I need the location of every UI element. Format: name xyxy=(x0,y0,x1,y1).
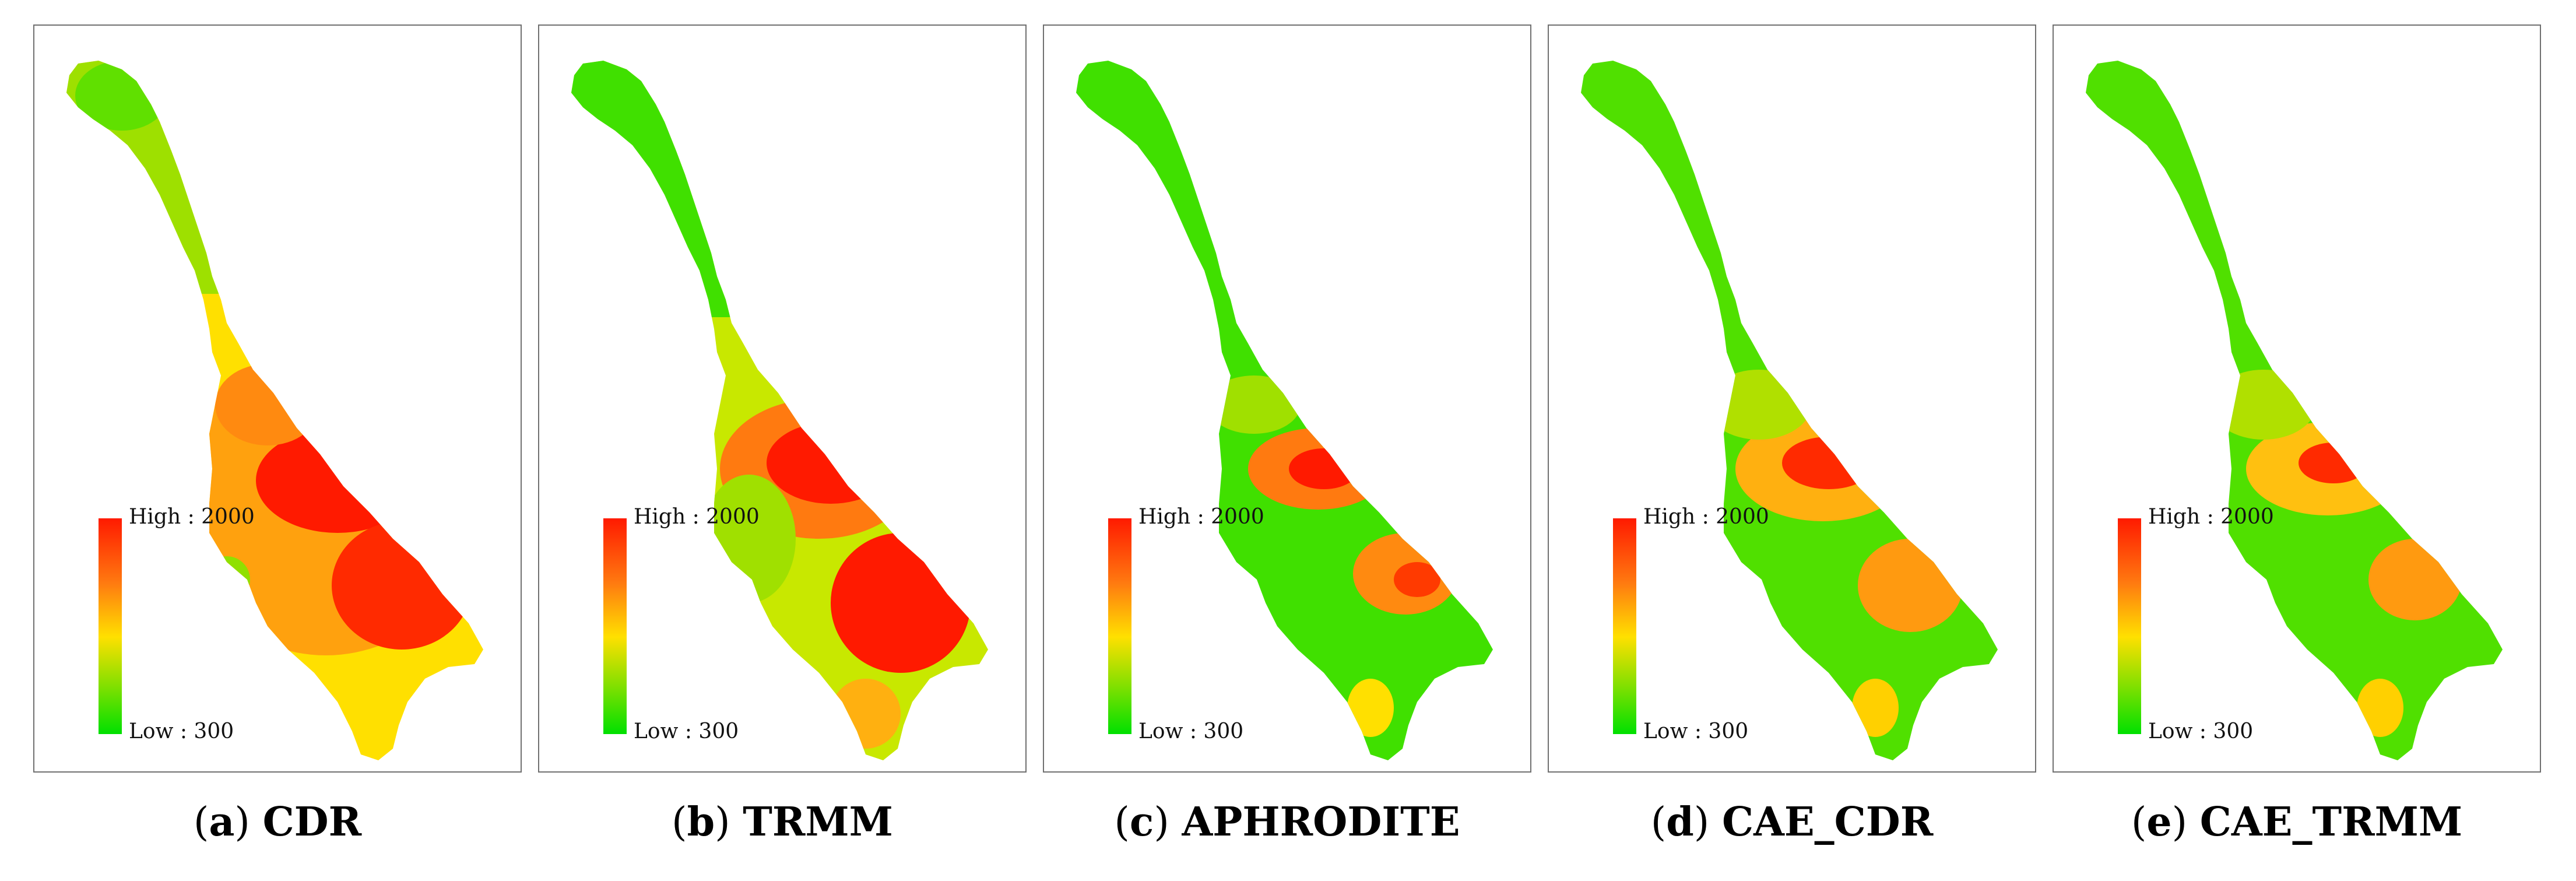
legend-color-bar xyxy=(603,518,627,734)
caption-e: (e) CAE_TRMM xyxy=(2131,799,2463,845)
legend-low-label: Low : 300 xyxy=(129,719,234,743)
caption-letter: e xyxy=(2146,799,2172,845)
legend-low-label: Low : 300 xyxy=(634,719,739,743)
map-panel-a: High : 2000 Low : 300 xyxy=(33,24,522,773)
map-panel-c: High : 2000 Low : 300 xyxy=(1043,24,1531,773)
caption-name: APHRODITE xyxy=(1182,799,1460,845)
legend-color-bar xyxy=(99,518,122,734)
caption-name: TRMM xyxy=(743,799,893,845)
legend-color-bar xyxy=(1108,518,1131,734)
caption-letter: a xyxy=(209,799,235,845)
map-panel-d: High : 2000 Low : 300 xyxy=(1548,24,2036,773)
precipitation-map-d xyxy=(1581,61,1998,760)
legend-high-label: High : 2000 xyxy=(1138,505,1264,529)
legend-high-label: High : 2000 xyxy=(2148,505,2274,529)
precipitation-map-c xyxy=(1076,61,1493,760)
legend-low-label: Low : 300 xyxy=(1138,719,1244,743)
caption-b: (b) TRMM xyxy=(672,799,893,845)
caption-name: CAE_CDR xyxy=(1721,799,1934,845)
legend-high-label: High : 2000 xyxy=(1643,505,1769,529)
caption-a: (a) CDR xyxy=(193,799,362,845)
precipitation-map-b xyxy=(571,61,988,760)
precipitation-map-a xyxy=(66,61,483,760)
legend-high-label: High : 2000 xyxy=(129,505,255,529)
legend-low-label: Low : 300 xyxy=(1643,719,1749,743)
legend-high-label: High : 2000 xyxy=(634,505,760,529)
caption-letter: d xyxy=(1666,799,1694,845)
legend-color-bar xyxy=(1613,518,1636,734)
map-panel-b: High : 2000 Low : 300 xyxy=(538,24,1027,773)
caption-name: CAE_TRMM xyxy=(2199,799,2463,845)
caption-name: CDR xyxy=(262,799,362,845)
caption-letter: b xyxy=(687,799,715,845)
caption-d: (d) CAE_CDR xyxy=(1650,799,1934,845)
caption-c: (c) APHRODITE xyxy=(1114,799,1460,845)
precipitation-map-e xyxy=(2086,61,2503,760)
legend-color-bar xyxy=(2118,518,2141,734)
caption-letter: c xyxy=(1129,799,1154,845)
map-panel-e: High : 2000 Low : 300 xyxy=(2053,24,2541,773)
legend-low-label: Low : 300 xyxy=(2148,719,2254,743)
